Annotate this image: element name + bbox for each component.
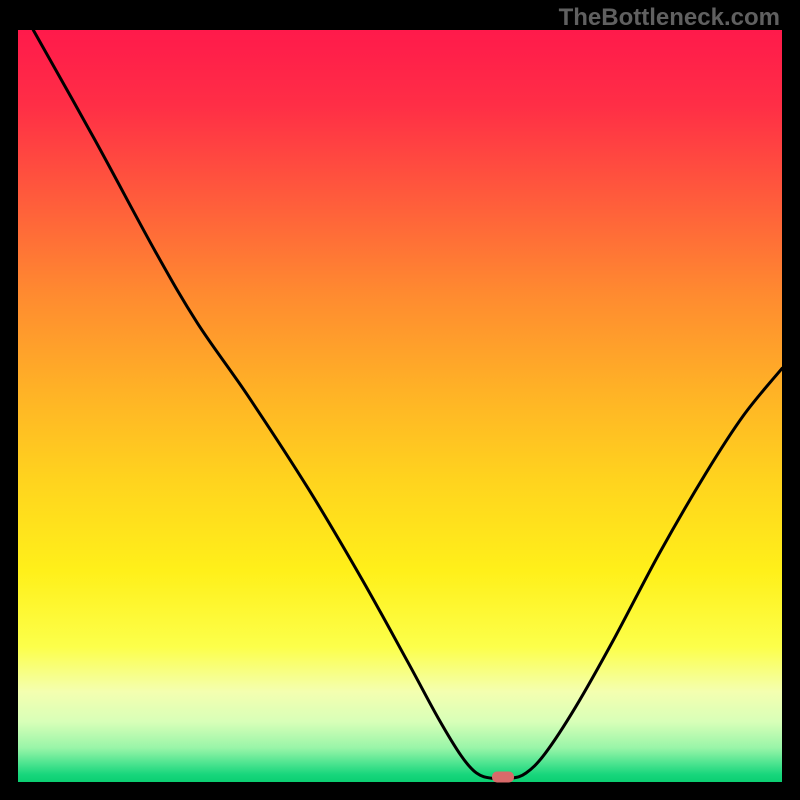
- chart-container: TheBottleneck.com: [0, 0, 800, 800]
- plot-area: [18, 30, 782, 782]
- optimal-point-marker: [492, 772, 514, 783]
- bottleneck-curve: [18, 30, 782, 782]
- curve-path: [33, 30, 782, 779]
- watermark-text: TheBottleneck.com: [559, 4, 780, 32]
